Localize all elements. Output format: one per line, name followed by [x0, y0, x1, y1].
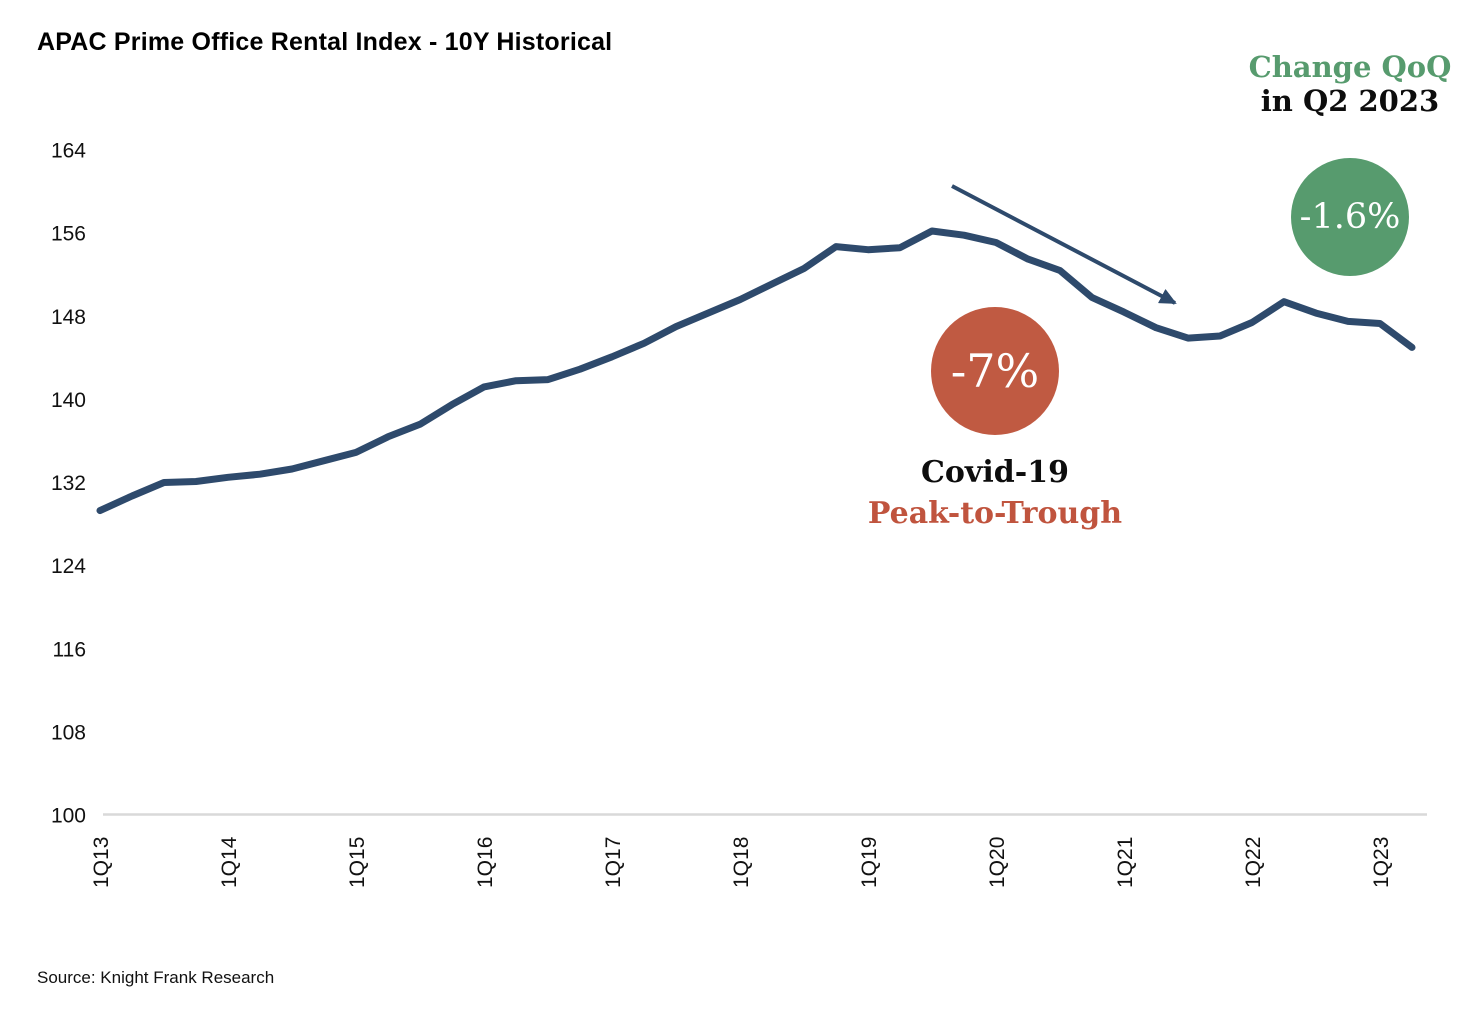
y-tick-label: 164 [51, 140, 86, 163]
change-qoq-heading-line2: in Q2 2023 [1260, 84, 1440, 119]
qoq-change-badge: -1.6% [1291, 158, 1409, 276]
x-tick-label: 1Q17 [602, 837, 625, 888]
x-tick-label: 1Q16 [474, 837, 497, 888]
covid-caption: Covid-19 Peak-to-Trough [845, 452, 1145, 535]
x-tick-label: 1Q14 [218, 836, 241, 888]
y-tick-label: 116 [53, 638, 86, 661]
x-tick-label: 1Q13 [90, 837, 113, 888]
y-tick-label: 100 [51, 805, 86, 828]
y-tick-label: 156 [51, 223, 86, 246]
covid-caption-line2: Peak-to-Trough [867, 496, 1123, 532]
y-tick-label: 124 [51, 555, 86, 578]
x-tick-label: 1Q23 [1370, 837, 1393, 888]
change-qoq-heading-line1: Change QoQ [1248, 50, 1452, 84]
y-axis-tick-labels: 164 156 148 140 132 124 116 108 100 [51, 140, 86, 828]
x-tick-label: 1Q21 [1114, 837, 1137, 888]
decline-arrow [951, 184, 1177, 305]
y-tick-label: 108 [51, 721, 86, 744]
covid-drop-badge: -7% [931, 307, 1059, 435]
page-title: APAC Prime Office Rental Index - 10Y His… [37, 28, 613, 56]
x-tick-label: 1Q22 [1242, 837, 1265, 888]
change-qoq-heading: Change QoQ in Q2 2023 [1228, 50, 1472, 118]
y-tick-label: 132 [51, 472, 86, 495]
qoq-change-value: -1.6% [1299, 197, 1401, 237]
rental-index-line [96, 227, 1416, 515]
x-tick-label: 1Q18 [730, 837, 753, 888]
y-tick-label: 140 [51, 389, 86, 412]
x-tick-label: 1Q19 [858, 837, 881, 888]
x-axis-tick-labels: 1Q13 1Q14 1Q15 1Q16 1Q17 1Q18 1Q19 1Q20 1Q21 1Q22… [90, 836, 1393, 888]
y-tick-label: 148 [51, 306, 86, 329]
covid-caption-line1: Covid-19 [921, 455, 1069, 490]
covid-drop-value: -7% [950, 344, 1040, 398]
x-tick-label: 1Q20 [986, 837, 1009, 888]
source-note: Source: Knight Frank Research [37, 968, 275, 987]
x-tick-label: 1Q15 [346, 837, 369, 888]
